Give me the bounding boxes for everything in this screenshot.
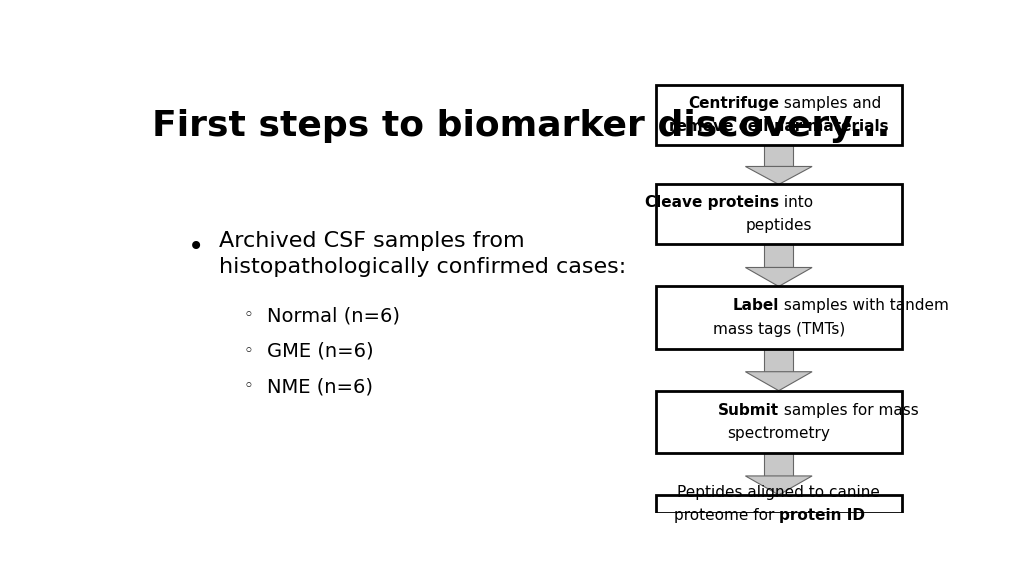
Polygon shape (745, 267, 812, 286)
Text: samples with tandem: samples with tandem (779, 298, 948, 313)
Polygon shape (745, 476, 812, 495)
Polygon shape (745, 166, 812, 184)
Bar (765, 348, 793, 372)
Text: remove cellular materials: remove cellular materials (669, 119, 889, 134)
Text: Archived CSF samples from
histopathologically confirmed cases:: Archived CSF samples from histopathologi… (219, 231, 627, 278)
Text: Cleave proteins: Cleave proteins (645, 195, 779, 210)
Text: protein ID: protein ID (779, 508, 864, 523)
Text: Centrifuge: Centrifuge (688, 96, 779, 111)
Bar (765, 453, 793, 476)
Bar (655, 85, 902, 145)
Text: samples for mass: samples for mass (779, 403, 919, 418)
Text: proteome for: proteome for (674, 508, 779, 523)
Text: First steps to biomarker discovery...: First steps to biomarker discovery... (152, 109, 890, 143)
Text: Label: Label (732, 298, 779, 313)
Polygon shape (745, 372, 812, 391)
Text: NME (n=6): NME (n=6) (267, 377, 373, 396)
Text: Normal (n=6): Normal (n=6) (267, 306, 400, 325)
Text: GME (n=6): GME (n=6) (267, 342, 374, 361)
Bar (655, 184, 902, 244)
Text: peptides: peptides (745, 218, 812, 233)
Bar (655, 286, 902, 348)
Text: ◦: ◦ (243, 306, 253, 324)
Text: ◦: ◦ (243, 342, 253, 360)
Text: •: • (187, 233, 204, 262)
Bar (655, 495, 902, 513)
Text: spectrometry: spectrometry (727, 426, 830, 441)
Bar (765, 145, 793, 166)
Bar (765, 244, 793, 267)
Text: mass tags (TMTs): mass tags (TMTs) (713, 321, 845, 336)
Text: into: into (779, 195, 813, 210)
Text: ◦: ◦ (243, 377, 253, 395)
Text: Peptides aligned to canine: Peptides aligned to canine (677, 485, 881, 500)
Text: Submit: Submit (718, 403, 779, 418)
Bar (655, 391, 902, 453)
Text: samples and: samples and (779, 96, 881, 111)
